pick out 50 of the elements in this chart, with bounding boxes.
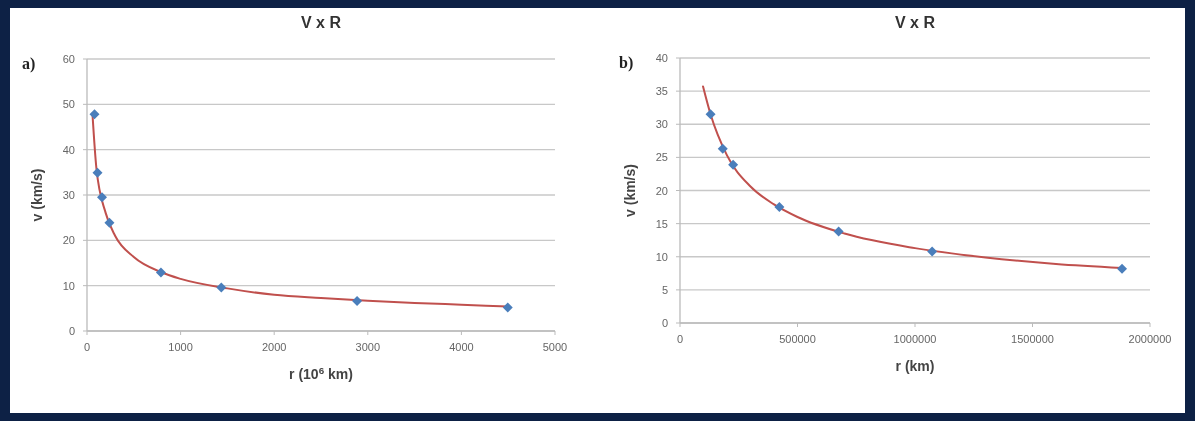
x-tick-label: 1500000	[1011, 333, 1054, 345]
point	[502, 302, 513, 313]
point	[717, 143, 728, 154]
chart-title: V x R	[300, 14, 342, 31]
y-tick-label: 5	[661, 283, 668, 296]
point	[833, 226, 844, 237]
y-tick-label: 10	[62, 279, 75, 292]
x-tick-label: 3000	[355, 341, 381, 353]
x-tick-label: 0	[676, 333, 684, 345]
x-axis-title: r (10$^{6}$ km)	[289, 364, 353, 382]
chart-title: V x R	[894, 14, 936, 31]
text: b)	[619, 54, 634, 72]
point	[216, 282, 227, 293]
y-tick-label: 35	[655, 85, 668, 98]
point	[1117, 263, 1128, 274]
point	[96, 192, 107, 203]
x-tick-label: 2000	[261, 341, 287, 353]
y-tick-label: 60	[62, 53, 75, 65]
point	[89, 109, 100, 120]
x-tick-label: 1000	[168, 341, 193, 353]
y-tick-label: 30	[655, 118, 668, 131]
point	[104, 217, 115, 228]
x-tick-label: 1000000	[893, 333, 937, 345]
y-tick-label: 50	[62, 98, 75, 111]
x-tick-label: 0	[83, 341, 91, 353]
y-tick-label: 25	[655, 151, 668, 164]
y-tick-label: 40	[62, 143, 75, 156]
x-tick-label: 2000000	[1128, 333, 1172, 345]
point	[155, 267, 166, 278]
x-axis-title: r (km)	[895, 358, 935, 374]
point	[352, 296, 363, 307]
y-axis-title: v (km/s)	[29, 168, 45, 222]
point	[927, 246, 938, 257]
point	[774, 202, 785, 213]
y-tick-label: 40	[655, 52, 668, 64]
y-tick-label: 20	[62, 234, 75, 247]
text: a)	[22, 55, 36, 73]
y-tick-label: 0	[68, 325, 75, 337]
x-tick-label: 500000	[779, 333, 816, 345]
x-tick-label: 5000	[542, 341, 568, 353]
y-tick-label: 20	[655, 184, 668, 197]
y-tick-label: 10	[655, 250, 668, 263]
y-tick-label: 0	[661, 317, 668, 329]
y-tick-label: 30	[62, 189, 75, 201]
x-tick-label: 4000	[449, 341, 474, 353]
y-axis-title: v (km/s)	[622, 164, 638, 217]
y-tick-label: 15	[655, 217, 668, 230]
point	[705, 109, 716, 120]
point	[728, 159, 739, 170]
point	[92, 167, 103, 178]
